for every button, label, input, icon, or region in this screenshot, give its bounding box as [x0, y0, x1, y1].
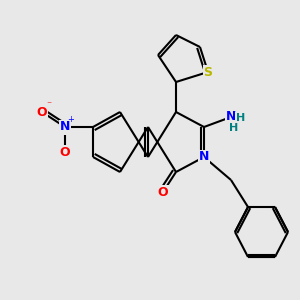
Text: H: H	[230, 123, 238, 133]
Text: S: S	[203, 65, 212, 79]
Text: N: N	[226, 110, 236, 124]
Text: N: N	[199, 151, 209, 164]
Text: H: H	[236, 113, 246, 123]
Text: O: O	[158, 185, 168, 199]
Text: O: O	[60, 146, 70, 158]
Text: ⁻: ⁻	[46, 100, 52, 110]
Text: +: +	[68, 116, 74, 124]
Text: O: O	[37, 106, 47, 118]
Text: N: N	[60, 121, 70, 134]
